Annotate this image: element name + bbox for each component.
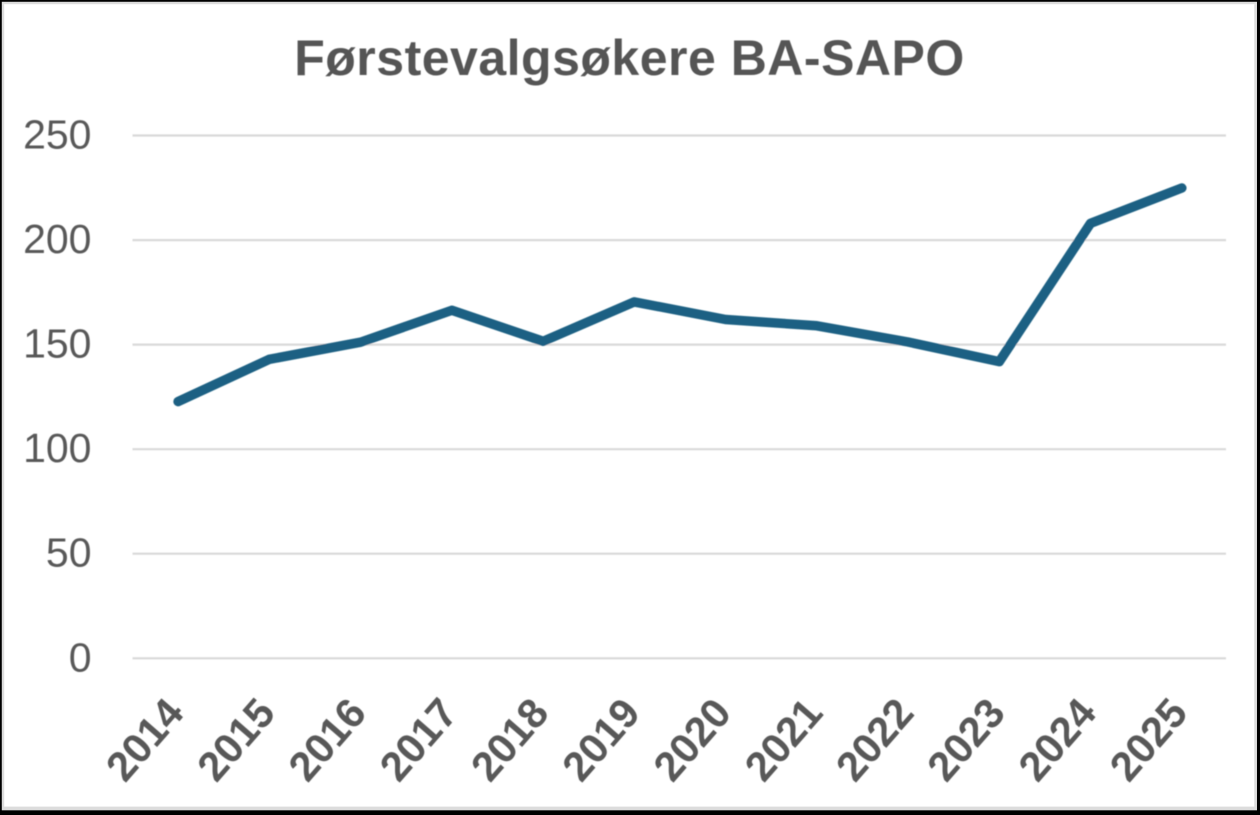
svg-text:250: 250 — [23, 112, 91, 158]
svg-text:200: 200 — [23, 216, 91, 262]
svg-text:Førstevalgsøkere BA-SAPO: Førstevalgsøkere BA-SAPO — [294, 30, 965, 86]
svg-text:0: 0 — [69, 634, 92, 680]
svg-text:50: 50 — [46, 530, 92, 576]
svg-text:100: 100 — [23, 425, 91, 471]
svg-text:150: 150 — [23, 321, 91, 367]
